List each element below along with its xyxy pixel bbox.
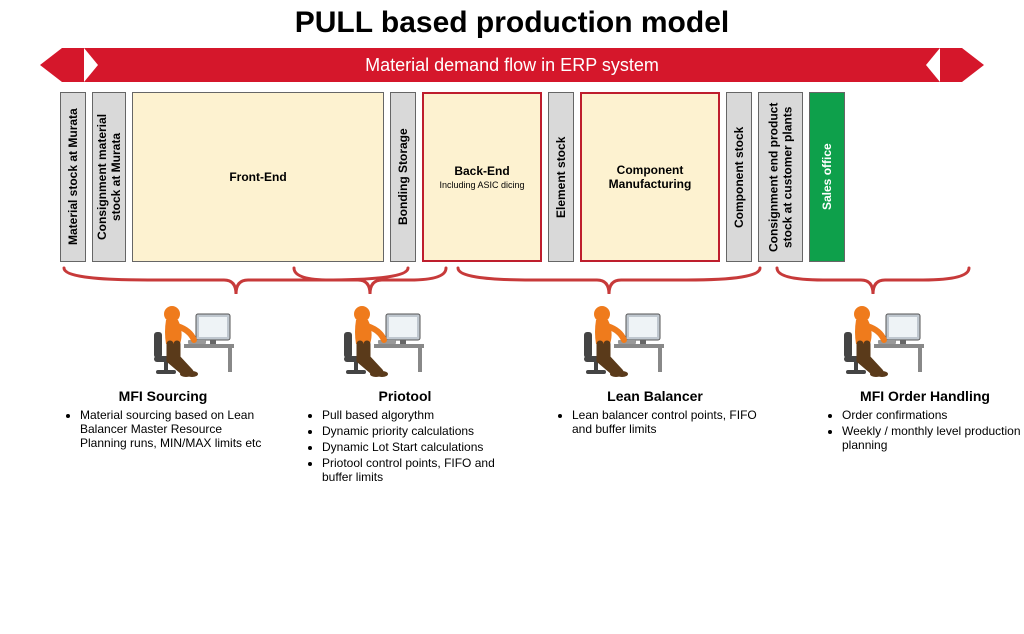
braces-row	[60, 264, 974, 300]
process-box: Front-End	[132, 92, 384, 262]
page-title: PULL based production model	[0, 0, 1024, 44]
role-block: Lean Balancer Lean balancer control point…	[550, 388, 760, 438]
persons-row	[60, 300, 974, 384]
role-bullet: Pull based algorythm	[322, 408, 510, 422]
grouping-brace	[290, 264, 450, 298]
process-box: Component stock	[726, 92, 752, 262]
person-at-computer-icon	[840, 300, 926, 387]
role-bullet: Dynamic Lot Start calculations	[322, 440, 510, 454]
grouping-brace	[454, 264, 764, 298]
role-block: Priotool Pull based algorythm Dynamic prio…	[300, 388, 510, 486]
role-bullet: Weekly / monthly level production planni…	[842, 424, 1024, 452]
process-box: Component Manufacturing	[580, 92, 720, 262]
role-block: MFI Order Handling Order confirmations Wee…	[820, 388, 1024, 454]
banner-notch-right	[926, 48, 940, 82]
person-at-computer-icon	[340, 300, 426, 387]
role-bullets: Pull based algorythm Dynamic priority cal…	[300, 408, 510, 484]
person-at-computer-icon	[150, 300, 236, 387]
process-box: Back-EndIncluding ASIC dicing	[422, 92, 542, 262]
process-box: Consignment material stock at Murata	[92, 92, 126, 262]
grouping-brace	[773, 264, 973, 298]
process-box: Bonding Storage	[390, 92, 416, 262]
role-title: MFI Sourcing	[58, 388, 268, 404]
banner-text: Material demand flow in ERP system	[62, 48, 962, 82]
process-box: Consignment end product stock at custome…	[758, 92, 803, 262]
role-title: MFI Order Handling	[820, 388, 1024, 404]
role-bullets: Material sourcing based on Lean Balancer…	[58, 408, 268, 450]
process-box: Material stock at Murata	[60, 92, 86, 262]
role-bullet: Lean balancer control points, FIFO and b…	[572, 408, 760, 436]
banner-notch-left	[84, 48, 98, 82]
process-boxes-row: Material stock at MurataConsignment mate…	[60, 92, 974, 262]
role-bullet: Dynamic priority calculations	[322, 424, 510, 438]
role-bullets: Order confirmations Weekly / monthly leve…	[820, 408, 1024, 452]
banner-arrow-left	[40, 48, 62, 82]
person-at-computer-icon	[580, 300, 666, 387]
role-title: Priotool	[300, 388, 510, 404]
role-bullet: Priotool control points, FIFO and buffer…	[322, 456, 510, 484]
role-block: MFI Sourcing Material sourcing based on L…	[58, 388, 268, 452]
process-box: Sales office	[809, 92, 845, 262]
banner-row: Material demand flow in ERP system	[40, 48, 984, 82]
role-bullet: Order confirmations	[842, 408, 1024, 422]
process-box: Element stock	[548, 92, 574, 262]
role-bullet: Material sourcing based on Lean Balancer…	[80, 408, 268, 450]
role-title: Lean Balancer	[550, 388, 760, 404]
role-bullets: Lean balancer control points, FIFO and b…	[550, 408, 760, 436]
banner-arrow-right	[962, 48, 984, 82]
